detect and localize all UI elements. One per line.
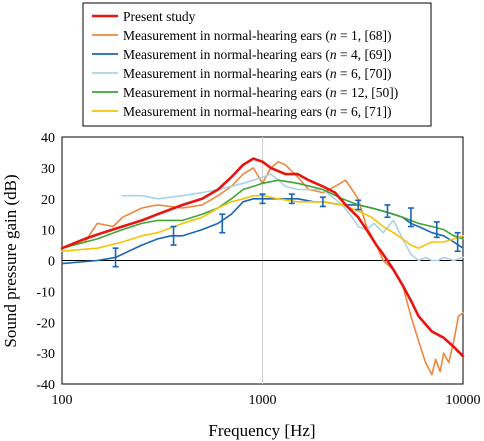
- legend-label-3: Measurement in normal-hearing ears (n = …: [123, 66, 392, 81]
- x-axis-title: Frequency [Hz]: [208, 421, 315, 440]
- y-tick-label: 30: [41, 162, 55, 177]
- legend-label-0: Present study: [123, 9, 196, 24]
- y-axis-title: Sound pressure gain (dB): [1, 174, 20, 347]
- error-bar: [355, 199, 362, 211]
- x-tick-label: 1000: [249, 393, 277, 408]
- y-tick-label: 0: [48, 255, 55, 270]
- series-line-5: [61, 194, 464, 252]
- y-tick-label: -40: [36, 378, 55, 393]
- error-bar: [319, 196, 326, 208]
- error-bar: [170, 225, 177, 246]
- error-bar: [259, 193, 266, 205]
- series-line-1: [61, 160, 464, 376]
- legend: Present study Measurement in normal-heari…: [82, 2, 432, 127]
- y-tick-label: 40: [41, 131, 55, 146]
- error-bar: [384, 204, 391, 219]
- legend-label-4: Measurement in normal-hearing ears (n = …: [123, 85, 398, 100]
- y-tick-label: -20: [36, 316, 55, 331]
- series-line-2: [61, 198, 464, 265]
- error-bar: [433, 221, 440, 239]
- error-bar: [454, 231, 461, 253]
- error-bar: [219, 213, 226, 234]
- legend-label-5: Measurement in normal-hearing ears (n = …: [123, 104, 392, 119]
- series-line-4: [61, 179, 464, 249]
- series-line-0: [60, 157, 465, 358]
- y-tick-label: -10: [36, 285, 55, 300]
- legend-label-1: Measurement in normal-hearing ears (n = …: [123, 28, 392, 43]
- legend-box: [82, 2, 432, 127]
- legend-label-2: Measurement in normal-hearing ears (n = …: [123, 47, 392, 62]
- error-bar: [407, 207, 414, 228]
- error-bar: [288, 193, 295, 205]
- error-bar: [112, 247, 119, 268]
- y-tick-label: 10: [41, 224, 55, 239]
- y-tick-label: 20: [41, 193, 55, 208]
- x-tick-label: 100: [52, 393, 73, 408]
- x-tick-label: 10000: [446, 393, 481, 408]
- plot-area: [60, 136, 465, 385]
- y-tick-label: -30: [36, 347, 55, 362]
